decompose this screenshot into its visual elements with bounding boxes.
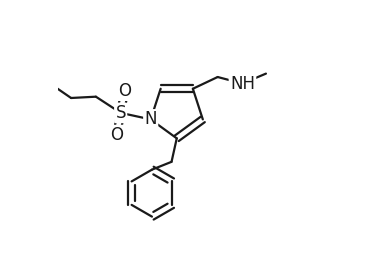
Text: S: S [115,104,126,122]
Text: O: O [110,126,123,144]
Text: N: N [144,110,157,128]
Text: NH: NH [230,75,255,93]
Text: O: O [118,82,131,100]
